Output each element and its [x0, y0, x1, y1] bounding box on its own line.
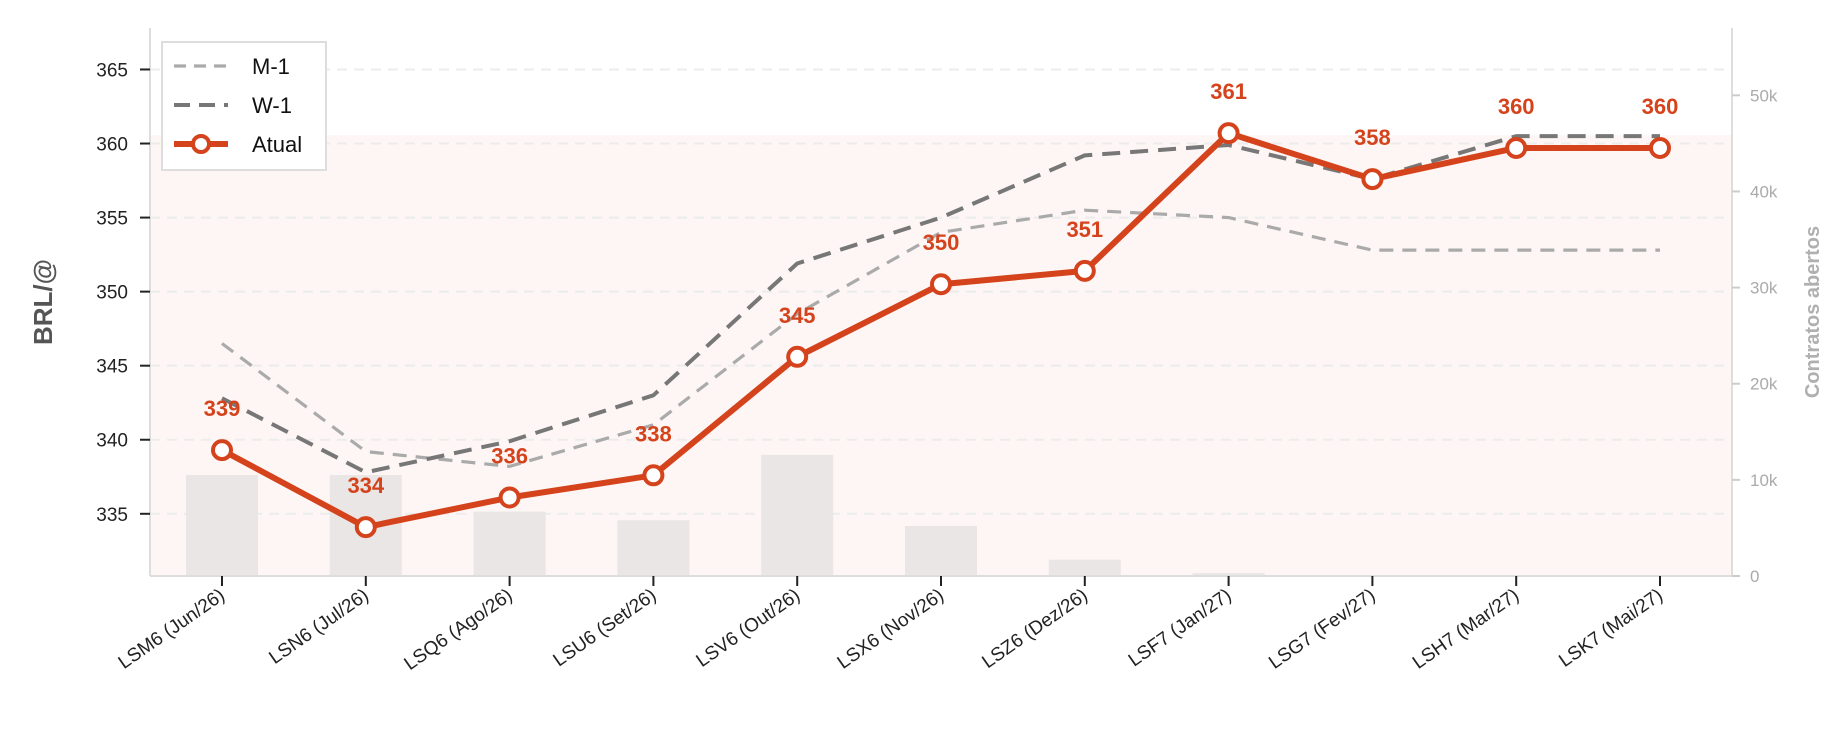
series-point [930, 273, 952, 296]
x-tick-label: LSK7 (Mai/27) [1555, 585, 1667, 672]
x-tick-label: LSX6 (Nov/26) [834, 585, 948, 674]
x-tick-label: LSH7 (Mar/27) [1409, 585, 1523, 674]
legend-label: Atual [252, 132, 302, 157]
y2-tick-label: 50k [1750, 86, 1778, 105]
x-tick-label: LSF7 (Jan/27) [1125, 585, 1236, 671]
y2-tick-label: 10k [1750, 471, 1778, 490]
data-label: 351 [1066, 217, 1103, 242]
x-tick-label: LSG7 (Fev/27) [1265, 585, 1379, 674]
legend-marker [191, 134, 211, 154]
series-point [1073, 259, 1096, 282]
x-tick-label: LSU6 (Set/26) [550, 585, 661, 671]
y-tick-label: 345 [96, 357, 128, 378]
data-label: 339 [204, 396, 241, 421]
series-point [786, 345, 809, 368]
legend: M-1 W-1 Atual [161, 41, 327, 171]
series-point [1217, 122, 1240, 145]
data-label: 361 [1210, 79, 1247, 104]
data-labels: 339 334 336 338 345 350 351 361 358 360 360 [204, 79, 1679, 498]
series-line-m-1 [221, 208, 1660, 468]
y-tick-label: 365 [96, 60, 128, 81]
data-label: 336 [491, 444, 528, 469]
y-tick-label: 360 [96, 135, 128, 156]
x-tick-label: LSQ6 (Ago/26) [401, 585, 517, 675]
data-label: 350 [923, 230, 960, 255]
oi-bar [905, 526, 977, 576]
x-tick-label: LSZ6 (Dez/26) [978, 585, 1091, 673]
oi-bar [617, 520, 690, 576]
data-label: 334 [347, 473, 384, 498]
series-point [211, 439, 233, 462]
series-line-w-1 [221, 134, 1660, 475]
y-tick-label: 340 [96, 431, 128, 452]
oi-bar [1048, 559, 1121, 576]
series-lines [211, 122, 1671, 539]
data-label: 338 [635, 421, 672, 446]
data-label: 360 [1498, 94, 1535, 119]
oi-bar [473, 511, 546, 576]
series-point [1505, 136, 1528, 159]
legend-label: M-1 [252, 54, 290, 79]
series-point [642, 464, 665, 487]
series-point [1649, 136, 1671, 159]
y-tick-label: 335 [96, 505, 128, 526]
oi-bar [761, 454, 834, 576]
y2-axis-label: Contratos abertos [1802, 226, 1824, 398]
open-interest-bars [186, 454, 1265, 576]
y2-tick-label: 30k [1750, 279, 1778, 298]
data-label: 358 [1354, 125, 1391, 150]
y-tick-label: 350 [96, 283, 128, 304]
legend-label: W-1 [252, 93, 292, 118]
x-tick-label: LSM6 (Jun/26) [115, 585, 229, 674]
oi-bar [1192, 573, 1265, 576]
series-point [498, 486, 521, 509]
grid-lines [150, 68, 1732, 515]
series-point [1361, 168, 1384, 191]
y-axis-label: BRL/@ [28, 259, 58, 345]
series-point [354, 516, 377, 539]
data-label: 345 [779, 303, 816, 328]
y2-tick-label: 20k [1750, 375, 1778, 394]
plot-area-fill [150, 135, 1732, 577]
x-tick-label: LSN6 (Jul/26) [265, 585, 372, 669]
y-tick-label: 355 [96, 209, 128, 230]
oi-bar [186, 475, 258, 576]
x-tick-label: LSV6 (Out/26) [693, 585, 805, 672]
y2-tick-label: 40k [1750, 182, 1778, 201]
y2-tick-label: 0 [1750, 567, 1759, 586]
data-label: 360 [1642, 94, 1679, 119]
